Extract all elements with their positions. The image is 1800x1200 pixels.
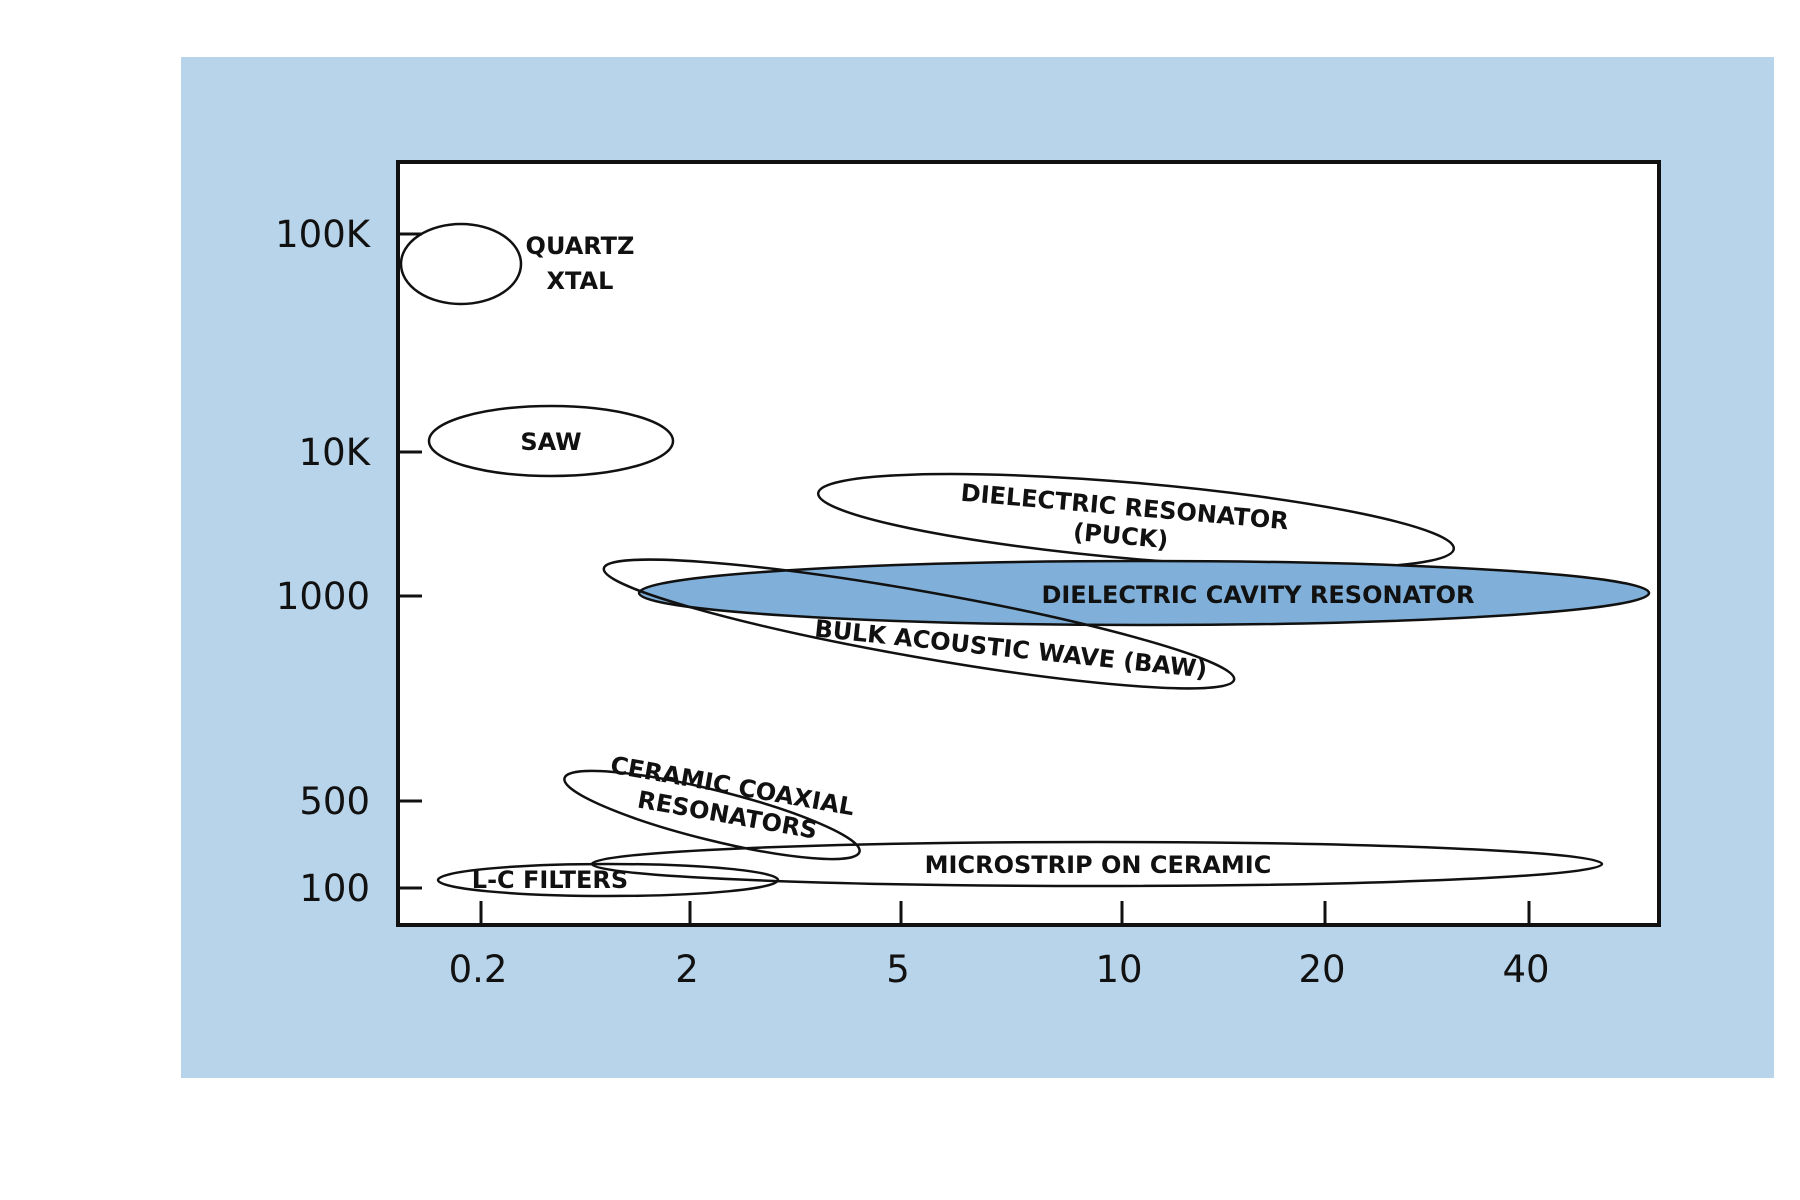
- x-tick-label: 10: [1095, 948, 1142, 991]
- region-ellipse: [637, 559, 1651, 627]
- x-tick-label: 2: [675, 948, 699, 991]
- x-tick-label: 0.2: [449, 948, 508, 991]
- region-group: L-C FILTERS: [436, 862, 780, 898]
- region-label: XTAL: [547, 267, 614, 295]
- y-tick-label: 100K: [275, 213, 372, 256]
- plot-area: [398, 162, 1659, 925]
- x-tick-label: 40: [1502, 948, 1549, 991]
- region-label: QUARTZ: [526, 232, 635, 260]
- region-ellipse: [399, 222, 523, 306]
- y-tick-label: 500: [299, 780, 370, 823]
- region-group: DIELECTRIC CAVITY RESONATOR: [637, 559, 1651, 627]
- plot-frame: [396, 160, 1661, 927]
- region-label: DIELECTRIC CAVITY RESONATOR: [1041, 581, 1474, 609]
- axis-ticks: 0.2 2 5 10 20 40 100K 10K 1000 500 100: [275, 213, 1549, 991]
- region-ellipse: [436, 862, 780, 898]
- region-ellipse: [563, 769, 861, 861]
- region-group: SAW: [427, 404, 675, 478]
- x-tick-label: 20: [1298, 948, 1345, 991]
- y-tick-label: 100: [299, 867, 370, 910]
- region-label: L-C FILTERS: [472, 866, 628, 894]
- region-label: MICROSTRIP ON CERAMIC: [925, 851, 1272, 879]
- y-tick-label: 1000: [276, 575, 370, 618]
- region-group: QUARTZ XTAL: [399, 222, 635, 306]
- region-ellipse: [602, 558, 1236, 690]
- y-tick-label: 10K: [299, 431, 372, 474]
- region-label: SAW: [520, 428, 581, 456]
- x-tick-label: 5: [886, 948, 910, 991]
- region-ellipse: [816, 472, 1456, 570]
- region-ellipse: [427, 404, 675, 478]
